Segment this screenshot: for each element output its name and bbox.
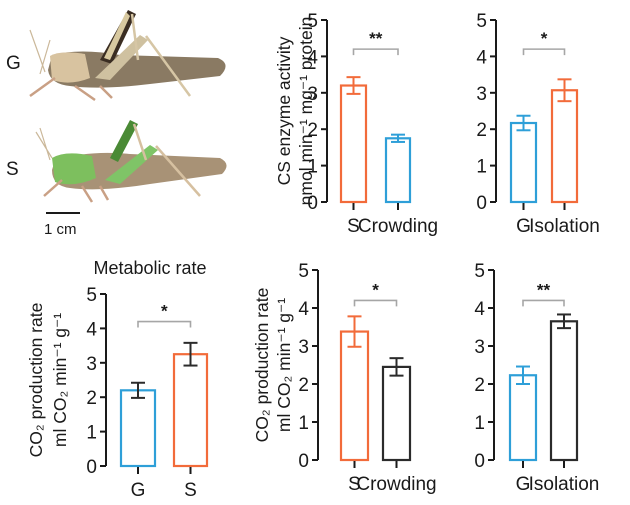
y-tick-label: 0 xyxy=(298,451,309,472)
significance-marker: ** xyxy=(369,29,383,48)
y-axis-label-line2: ml CO₂ min⁻¹ g⁻¹ xyxy=(50,313,70,447)
x-category-label: Isolation xyxy=(529,216,600,237)
bar-g xyxy=(509,121,538,204)
bar-g xyxy=(119,389,157,468)
y-tick-label: 2 xyxy=(307,120,318,141)
y-tick-label: 1 xyxy=(307,157,318,178)
x-category-label: G xyxy=(516,474,531,495)
bar-s xyxy=(172,353,209,468)
y-tick-label: 1 xyxy=(476,157,487,178)
y-axis-label-line2: nmol min⁻¹ mg⁻¹ protein xyxy=(296,17,316,206)
y-tick-label: 4 xyxy=(307,47,318,68)
y-tick-label: 5 xyxy=(307,11,318,32)
x-category-label: Crowding xyxy=(356,474,436,495)
y-tick-label: 2 xyxy=(86,388,97,409)
y-tick-label: 3 xyxy=(307,84,318,105)
significance-marker: * xyxy=(372,280,379,299)
x-category-label: Crowding xyxy=(358,216,438,237)
y-tick-label: 1 xyxy=(86,423,97,444)
y-axis-label-line2: ml CO₂ min⁻¹ g⁻¹ xyxy=(274,298,294,432)
x-category-label: S xyxy=(347,216,360,237)
chart-metabolic-rate: 0 1 2 3 4 5 G S * CO₂ production rate ml CO₂ min⁻¹… xyxy=(26,258,209,501)
bar-g xyxy=(508,374,538,462)
y-axis-label-line1: CO₂ production rate xyxy=(26,303,46,458)
y-axis-label-line1: CS enzyme activity xyxy=(274,36,294,185)
x-category-label: Isolation xyxy=(529,474,600,495)
x-category-label: S xyxy=(184,480,197,501)
significance-marker: ** xyxy=(537,280,551,299)
y-tick-label: 2 xyxy=(476,120,487,141)
bar-s xyxy=(339,330,370,462)
x-category-label: G xyxy=(516,216,531,237)
y-tick-label: 1 xyxy=(474,413,485,434)
y-tick-label: 5 xyxy=(476,11,487,32)
bar-isolation xyxy=(549,320,579,462)
bar-isolation xyxy=(550,89,579,204)
photo-label-s: S xyxy=(6,159,19,180)
gregarious-locust-image xyxy=(29,10,226,102)
y-tick-label: 5 xyxy=(86,285,97,306)
y-tick-label: 1 xyxy=(298,413,309,434)
y-tick-label: 0 xyxy=(86,457,97,478)
y-tick-label: 3 xyxy=(474,337,485,358)
y-tick-label: 4 xyxy=(86,319,97,340)
locust-photo-panel: G S 1 cm xyxy=(6,10,227,238)
bar-s xyxy=(339,84,368,204)
significance-bracket xyxy=(522,48,566,56)
significance-bracket xyxy=(137,320,192,328)
y-tick-label: 4 xyxy=(298,299,309,320)
significance-bracket xyxy=(352,48,399,56)
significance-marker: * xyxy=(541,29,548,48)
bar-crowding xyxy=(384,137,412,204)
y-axis-label-line1: CO₂ production rate xyxy=(252,288,272,443)
y-tick-label: 0 xyxy=(474,451,485,472)
solitarious-locust-image xyxy=(35,120,227,203)
bar-crowding xyxy=(381,365,412,462)
y-tick-label: 5 xyxy=(474,261,485,282)
x-category-label: G xyxy=(131,480,146,501)
y-tick-label: 3 xyxy=(476,84,487,105)
y-tick-label: 4 xyxy=(476,47,487,68)
y-tick-label: 3 xyxy=(298,337,309,358)
scale-bar-label: 1 cm xyxy=(44,221,77,238)
photo-label-g: G xyxy=(6,53,21,74)
y-tick-label: 0 xyxy=(476,193,487,214)
y-tick-label: 3 xyxy=(86,354,97,375)
y-tick-label: 2 xyxy=(298,375,309,396)
y-tick-label: 0 xyxy=(307,193,318,214)
x-category-label: S xyxy=(348,474,361,495)
significance-bracket xyxy=(353,299,398,307)
y-tick-label: 4 xyxy=(474,299,485,320)
significance-marker: * xyxy=(161,302,168,321)
chart-title: Metabolic rate xyxy=(93,258,206,278)
significance-bracket xyxy=(522,299,565,307)
y-tick-label: 5 xyxy=(298,261,309,282)
y-tick-label: 2 xyxy=(474,375,485,396)
